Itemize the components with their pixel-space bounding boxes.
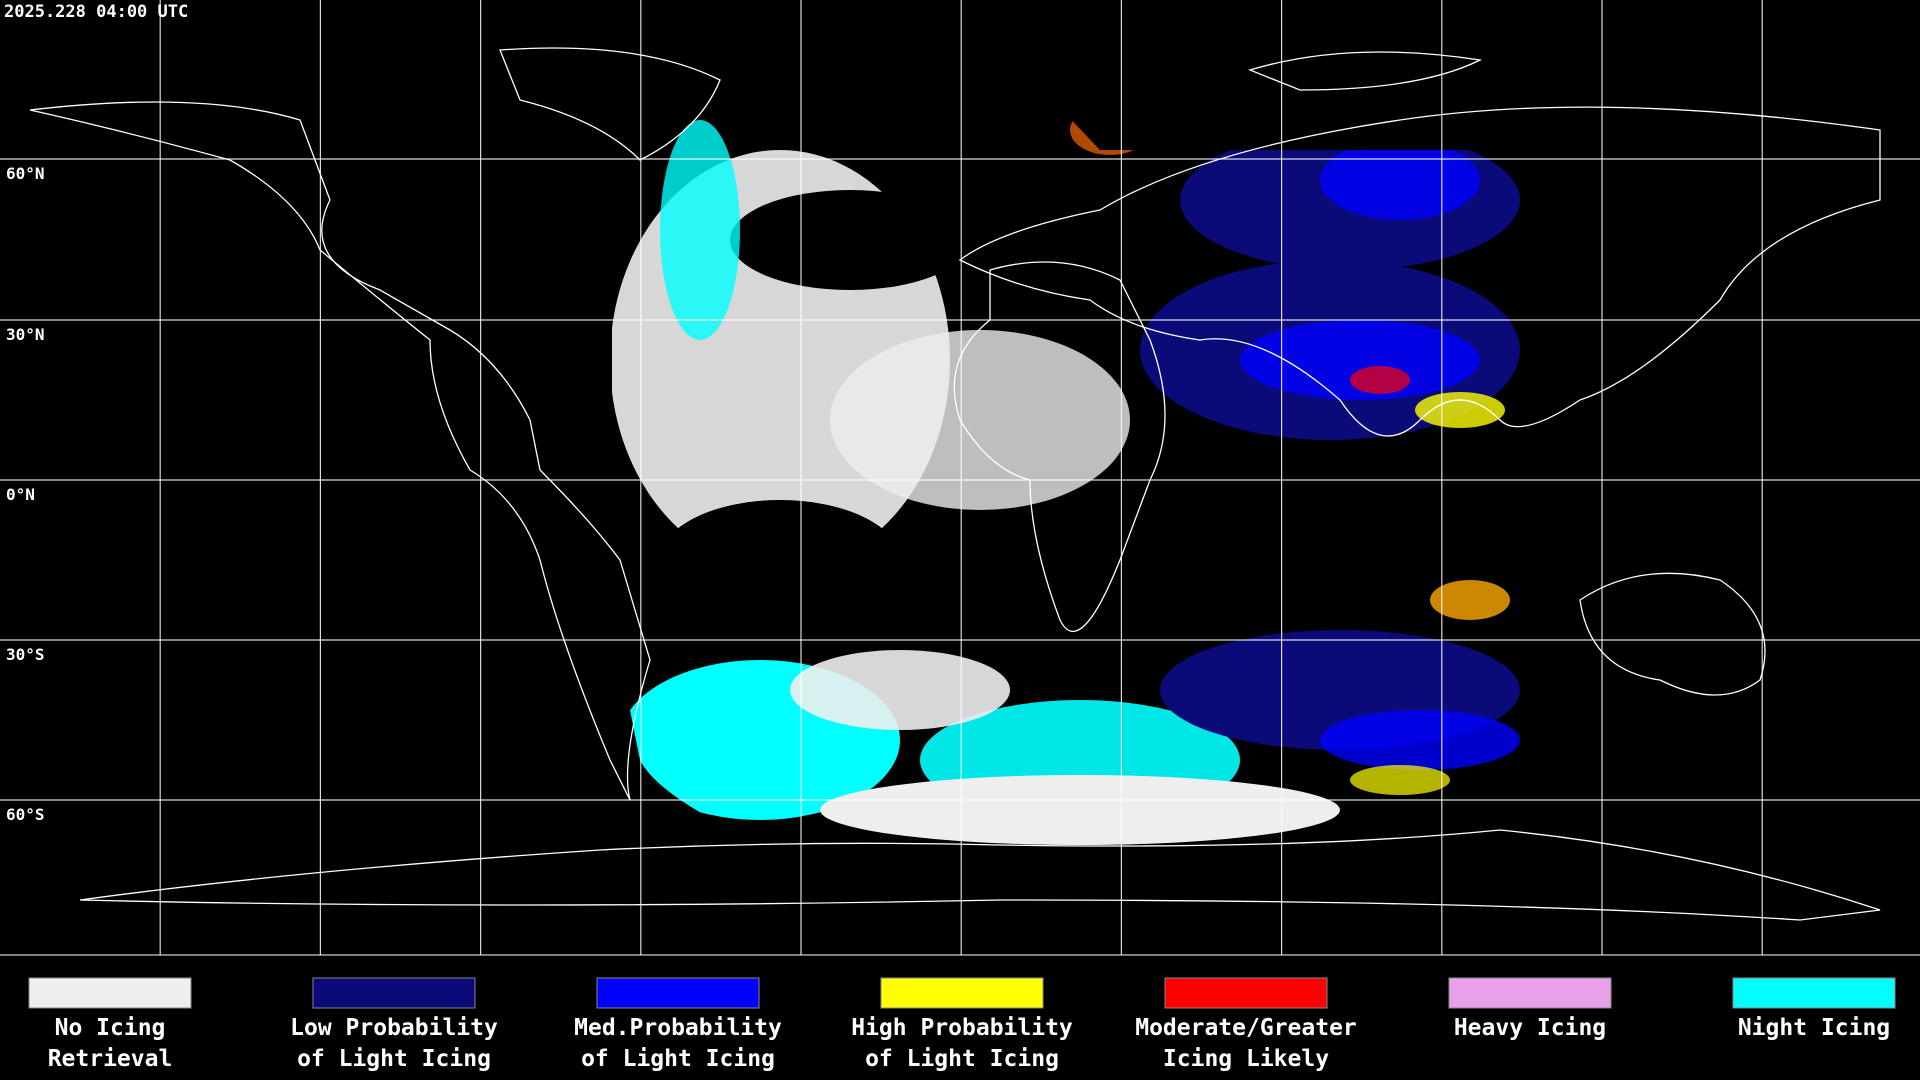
legend-label: Night Icing bbox=[1738, 1015, 1890, 1041]
legend-swatch bbox=[880, 977, 1044, 1009]
legend-label: Icing Likely bbox=[1163, 1046, 1329, 1072]
legend-label: of Light Icing bbox=[297, 1046, 491, 1072]
legend-label: Heavy Icing bbox=[1454, 1015, 1606, 1041]
legend-label: of Light Icing bbox=[865, 1046, 1059, 1072]
legend-swatch bbox=[1164, 977, 1328, 1009]
legend-label: Retrieval bbox=[48, 1046, 173, 1072]
legend-swatch bbox=[596, 977, 760, 1009]
latitude-label: 0°N bbox=[6, 485, 35, 504]
latitude-label: 30°N bbox=[6, 325, 45, 344]
graticule bbox=[0, 0, 1920, 955]
legend-label: of Light Icing bbox=[581, 1046, 775, 1072]
legend-label: No Icing bbox=[55, 1015, 166, 1041]
legend-swatch bbox=[28, 977, 192, 1009]
legend-swatch bbox=[1448, 977, 1612, 1009]
legend-swatch bbox=[312, 977, 476, 1009]
legend-label: Low Probability bbox=[290, 1015, 498, 1041]
satellite-imagery bbox=[612, 108, 1520, 845]
latitude-label: 60°S bbox=[6, 805, 45, 824]
legend-label: Med.Probability bbox=[574, 1015, 782, 1041]
latitude-label: 30°S bbox=[6, 645, 45, 664]
legend-swatch bbox=[1732, 977, 1896, 1009]
timestamp: 2025.228 04:00 UTC bbox=[4, 2, 188, 22]
legend-label: Moderate/Greater bbox=[1135, 1015, 1357, 1041]
legend-label: High Probability bbox=[851, 1015, 1073, 1041]
latitude-label: 60°N bbox=[6, 164, 45, 183]
coastlines bbox=[29, 47, 1881, 921]
